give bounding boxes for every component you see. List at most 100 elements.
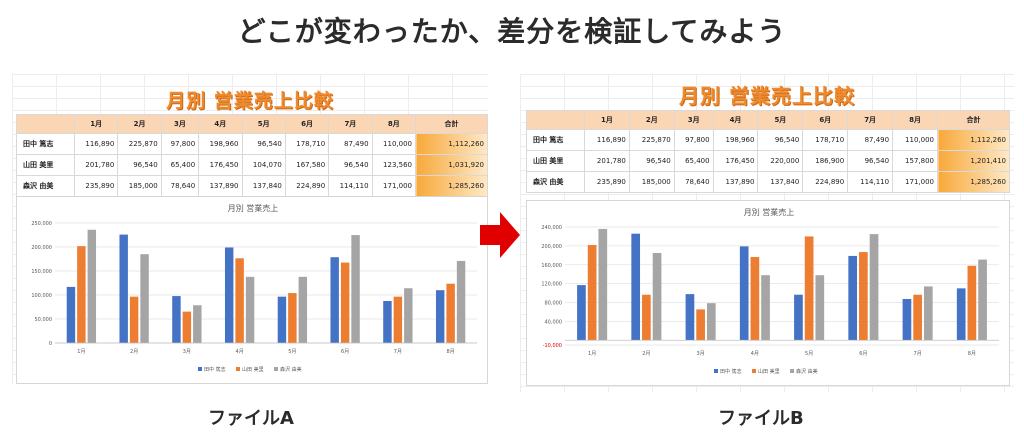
chart-svg-b: 月別 営業売上 -10,000 40,000 80,000 120,000 160,000… bbox=[541, 207, 999, 375]
value-cell[interactable]: 78,640 bbox=[160, 175, 200, 197]
value-cell[interactable]: 220,000 bbox=[757, 150, 804, 172]
value-cell[interactable]: 123,560 bbox=[371, 154, 417, 176]
value-cell[interactable]: 65,400 bbox=[673, 150, 714, 172]
bar bbox=[685, 294, 695, 341]
total-cell[interactable]: 1,201,410 bbox=[937, 150, 1010, 172]
value-cell[interactable]: 116,890 bbox=[73, 133, 119, 155]
value-cell[interactable]: 185,000 bbox=[628, 171, 675, 193]
row-name-cell[interactable]: 山田 美里 bbox=[526, 150, 585, 172]
value-cell[interactable]: 225,870 bbox=[117, 133, 162, 155]
bar bbox=[235, 258, 244, 343]
bar bbox=[446, 283, 455, 343]
value-cell[interactable]: 137,840 bbox=[241, 175, 286, 197]
bar bbox=[978, 259, 987, 341]
bar bbox=[193, 305, 202, 343]
row-name-cell[interactable]: 田中 篤志 bbox=[526, 129, 585, 151]
value-cell[interactable]: 176,450 bbox=[712, 150, 759, 172]
legend-swatch bbox=[198, 367, 202, 371]
sales-table-b: 1月 2月 3月 4月 5月 6月 7月 8月 合計 田中 篤志 116,890 225,870 97,… bbox=[526, 110, 1010, 193]
value-cell[interactable]: 176,450 bbox=[198, 154, 243, 176]
row-name-cell[interactable]: 森沢 由美 bbox=[16, 175, 75, 197]
total-cell[interactable]: 1,285,260 bbox=[937, 171, 1010, 193]
value-cell[interactable]: 110,000 bbox=[892, 129, 938, 151]
value-cell[interactable]: 97,800 bbox=[160, 133, 200, 155]
column-header: 7月 bbox=[328, 114, 373, 134]
column-header: 2月 bbox=[628, 110, 675, 130]
arrow-right-icon bbox=[480, 212, 520, 258]
value-cell[interactable]: 235,890 bbox=[584, 171, 630, 193]
y-tick-label: 200,000 bbox=[31, 245, 52, 251]
legend-swatch bbox=[790, 369, 794, 373]
bar bbox=[913, 294, 922, 341]
value-cell[interactable]: 110,000 bbox=[371, 133, 417, 155]
value-cell[interactable]: 87,490 bbox=[328, 133, 373, 155]
value-cell[interactable]: 96,540 bbox=[241, 133, 286, 155]
value-cell[interactable]: 171,000 bbox=[892, 171, 938, 193]
bar bbox=[815, 275, 825, 341]
bar bbox=[761, 275, 770, 341]
value-cell[interactable]: 137,890 bbox=[712, 171, 759, 193]
column-header bbox=[526, 110, 585, 130]
value-cell[interactable]: 201,780 bbox=[584, 150, 630, 172]
value-cell[interactable]: 167,580 bbox=[284, 154, 330, 176]
value-cell[interactable]: 65,400 bbox=[160, 154, 200, 176]
chart-a[interactable]: 月別 営業売上 0 50,000 100,000 150,000 200,000 250,0… bbox=[16, 196, 488, 384]
value-cell[interactable]: 201,780 bbox=[73, 154, 119, 176]
column-header: 3月 bbox=[160, 114, 200, 134]
value-cell[interactable]: 116,890 bbox=[584, 129, 630, 151]
x-tick-label: 8月 bbox=[968, 351, 976, 357]
value-cell[interactable]: 235,890 bbox=[73, 175, 119, 197]
sheet-title-b: 月別 営業売上比較 bbox=[679, 84, 855, 108]
value-cell[interactable]: 178,710 bbox=[802, 129, 849, 151]
x-tick-label: 5月 bbox=[288, 349, 296, 355]
value-cell[interactable]: 114,110 bbox=[847, 171, 894, 193]
value-cell[interactable]: 225,870 bbox=[628, 129, 675, 151]
column-header: 4月 bbox=[198, 114, 243, 134]
chart-title: 月別 営業売上 bbox=[744, 207, 795, 217]
total-cell[interactable]: 1,031,920 bbox=[415, 154, 488, 176]
bar bbox=[224, 247, 234, 343]
total-cell[interactable]: 1,112,260 bbox=[937, 129, 1010, 151]
value-cell[interactable]: 137,840 bbox=[757, 171, 804, 193]
value-cell[interactable]: 198,960 bbox=[198, 133, 243, 155]
bar bbox=[119, 234, 128, 343]
value-cell[interactable]: 185,000 bbox=[117, 175, 162, 197]
value-cell[interactable]: 96,540 bbox=[328, 154, 373, 176]
value-cell[interactable]: 186,900 bbox=[802, 150, 849, 172]
value-cell[interactable]: 87,490 bbox=[847, 129, 894, 151]
table-row: 山田 美里 201,780 96,540 65,400 176,450 104,070 16… bbox=[16, 154, 488, 176]
bar bbox=[956, 288, 966, 341]
legend-label: 山田 美里 bbox=[242, 366, 264, 373]
value-cell[interactable]: 198,960 bbox=[712, 129, 759, 151]
value-cell[interactable]: 178,710 bbox=[284, 133, 330, 155]
value-cell[interactable]: 224,890 bbox=[802, 171, 849, 193]
chart-b[interactable]: 月別 営業売上 -10,000 40,000 80,000 120,000 160,000… bbox=[526, 200, 1010, 386]
value-cell[interactable]: 104,070 bbox=[241, 154, 286, 176]
column-header: 8月 bbox=[371, 114, 417, 134]
value-cell[interactable]: 114,110 bbox=[328, 175, 373, 197]
value-cell[interactable]: 96,540 bbox=[757, 129, 804, 151]
total-cell[interactable]: 1,285,260 bbox=[415, 175, 488, 197]
row-name-cell[interactable]: 森沢 由美 bbox=[526, 171, 585, 193]
value-cell[interactable]: 96,540 bbox=[628, 150, 675, 172]
table-header-row: 1月 2月 3月 4月 5月 6月 7月 8月 合計 bbox=[16, 114, 488, 134]
y-tick-label: 0 bbox=[49, 341, 52, 347]
bar bbox=[706, 303, 716, 341]
legend-swatch bbox=[714, 369, 718, 373]
total-cell[interactable]: 1,112,260 bbox=[415, 133, 488, 155]
bar bbox=[140, 254, 149, 343]
bar bbox=[696, 309, 705, 341]
value-cell[interactable]: 137,890 bbox=[198, 175, 243, 197]
value-cell[interactable]: 224,890 bbox=[284, 175, 330, 197]
value-cell[interactable]: 171,000 bbox=[371, 175, 417, 197]
row-name-cell[interactable]: 山田 美里 bbox=[16, 154, 75, 176]
table-header-row: 1月 2月 3月 4月 5月 6月 7月 8月 合計 bbox=[526, 110, 1010, 130]
value-cell[interactable]: 157,800 bbox=[892, 150, 938, 172]
value-cell[interactable]: 96,540 bbox=[847, 150, 894, 172]
bar bbox=[859, 252, 868, 341]
x-tick-label: 6月 bbox=[859, 351, 867, 357]
value-cell[interactable]: 97,800 bbox=[673, 129, 714, 151]
row-name-cell[interactable]: 田中 篤志 bbox=[16, 133, 75, 155]
value-cell[interactable]: 78,640 bbox=[673, 171, 714, 193]
value-cell[interactable]: 96,540 bbox=[117, 154, 162, 176]
